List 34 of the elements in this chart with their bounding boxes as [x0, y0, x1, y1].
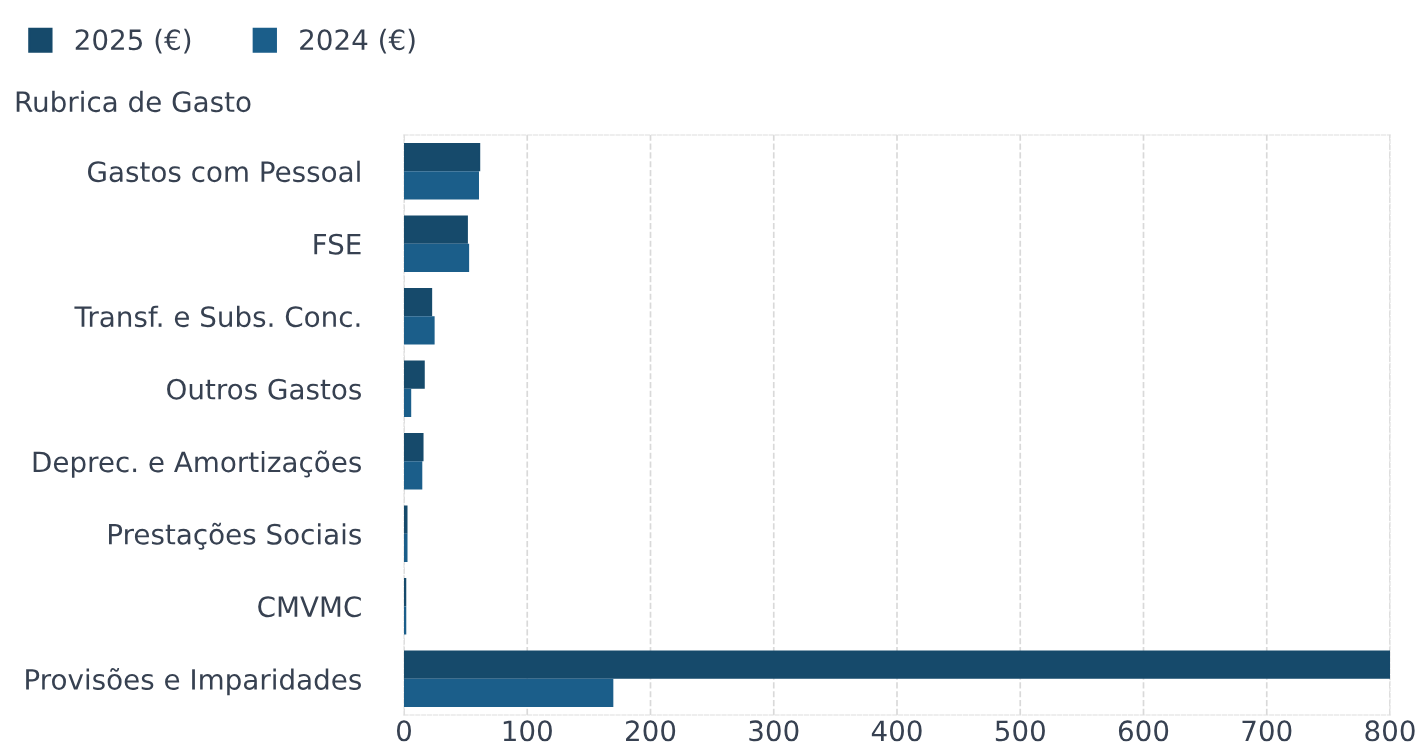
bar	[404, 533, 408, 562]
bar	[404, 678, 614, 707]
bar	[404, 433, 424, 462]
bar	[404, 388, 412, 417]
y-tick-label: Prestações Sociais	[109, 522, 361, 550]
x-tick-label: 400	[871, 720, 922, 742]
y-tick-label: Transf. e Subs. Conc.	[74, 305, 360, 328]
bar	[404, 215, 468, 244]
y-axis-title: Rubrica de Gasto	[16, 90, 251, 113]
bar	[404, 360, 425, 389]
y-tick-label: Provisões e Imparidades	[26, 667, 361, 696]
y-tick-label: Deprec. e Amortizações	[33, 450, 361, 478]
bar	[404, 505, 408, 534]
bar	[404, 243, 470, 272]
bar	[404, 461, 423, 490]
legend-label: 2025 (€)	[75, 28, 191, 54]
y-tick-label: Gastos com Pessoal	[88, 160, 360, 183]
y-tick-label: CMVMC	[258, 596, 361, 618]
x-tick-label: 300	[749, 720, 799, 742]
y-tick-label: FSE	[314, 233, 361, 255]
x-tick-label: 0	[396, 720, 411, 742]
x-tick-label: 700	[1242, 720, 1292, 742]
bar	[404, 143, 481, 172]
bar	[404, 288, 433, 317]
bar	[404, 650, 1390, 679]
x-tick-label: 200	[626, 720, 676, 742]
x-tick-label: 100	[503, 720, 552, 742]
bar	[404, 171, 479, 200]
y-tick-label: Outros Gastos	[167, 378, 361, 400]
x-tick-label: 800	[1365, 720, 1415, 742]
x-tick-label: 600	[1118, 720, 1169, 742]
legend-label: 2024 (€)	[300, 28, 415, 54]
bar	[404, 316, 435, 345]
x-tick-label: 500	[995, 720, 1045, 742]
